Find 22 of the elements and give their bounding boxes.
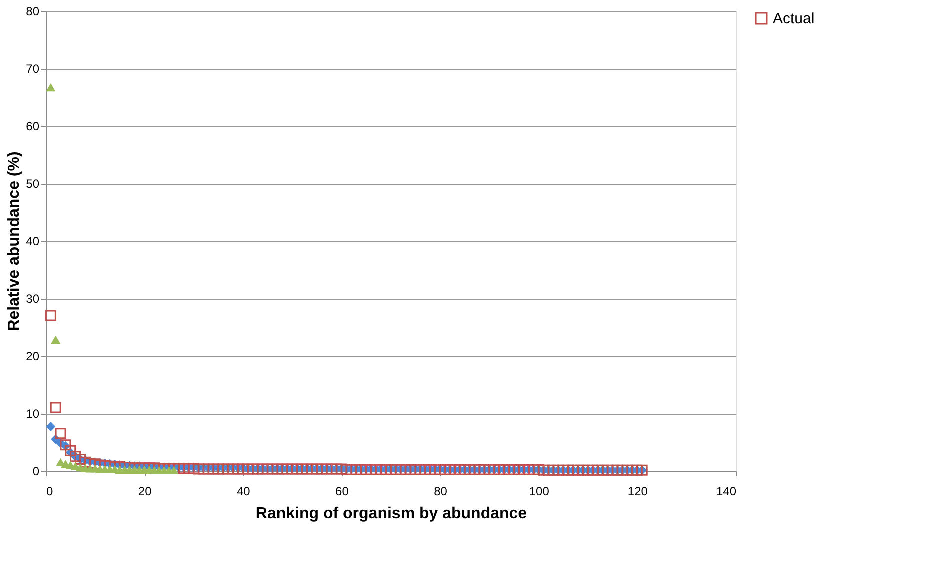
- y-tick-label: 30: [26, 292, 40, 306]
- point: [51, 336, 61, 344]
- x-tick-label: 20: [138, 484, 152, 498]
- legend-label: Actual: [773, 10, 815, 28]
- y-axis-title: Relative abundance (%): [6, 152, 24, 332]
- y-tick-label: 40: [26, 234, 40, 248]
- x-tick-label: 40: [236, 484, 251, 498]
- x-tick-label: 100: [529, 484, 550, 498]
- y-tick-label: 80: [26, 4, 40, 18]
- y-tick-label: 70: [26, 62, 40, 76]
- x-tick-label: 60: [336, 484, 350, 498]
- y-tick-label: 10: [26, 407, 40, 421]
- y-tick-label: 60: [26, 120, 40, 134]
- x-tick-label: 80: [434, 484, 448, 498]
- x-axis-title: Ranking of organism by abundance: [256, 506, 528, 522]
- point: [46, 83, 56, 92]
- x-tick-label: 140: [716, 484, 737, 498]
- x-tick-label: 0: [46, 484, 54, 498]
- y-tick-label: 50: [26, 177, 40, 191]
- x-tick-label: 120: [628, 484, 648, 498]
- y-tick-label: 0: [32, 464, 40, 478]
- y-tick-label: 20: [26, 350, 40, 364]
